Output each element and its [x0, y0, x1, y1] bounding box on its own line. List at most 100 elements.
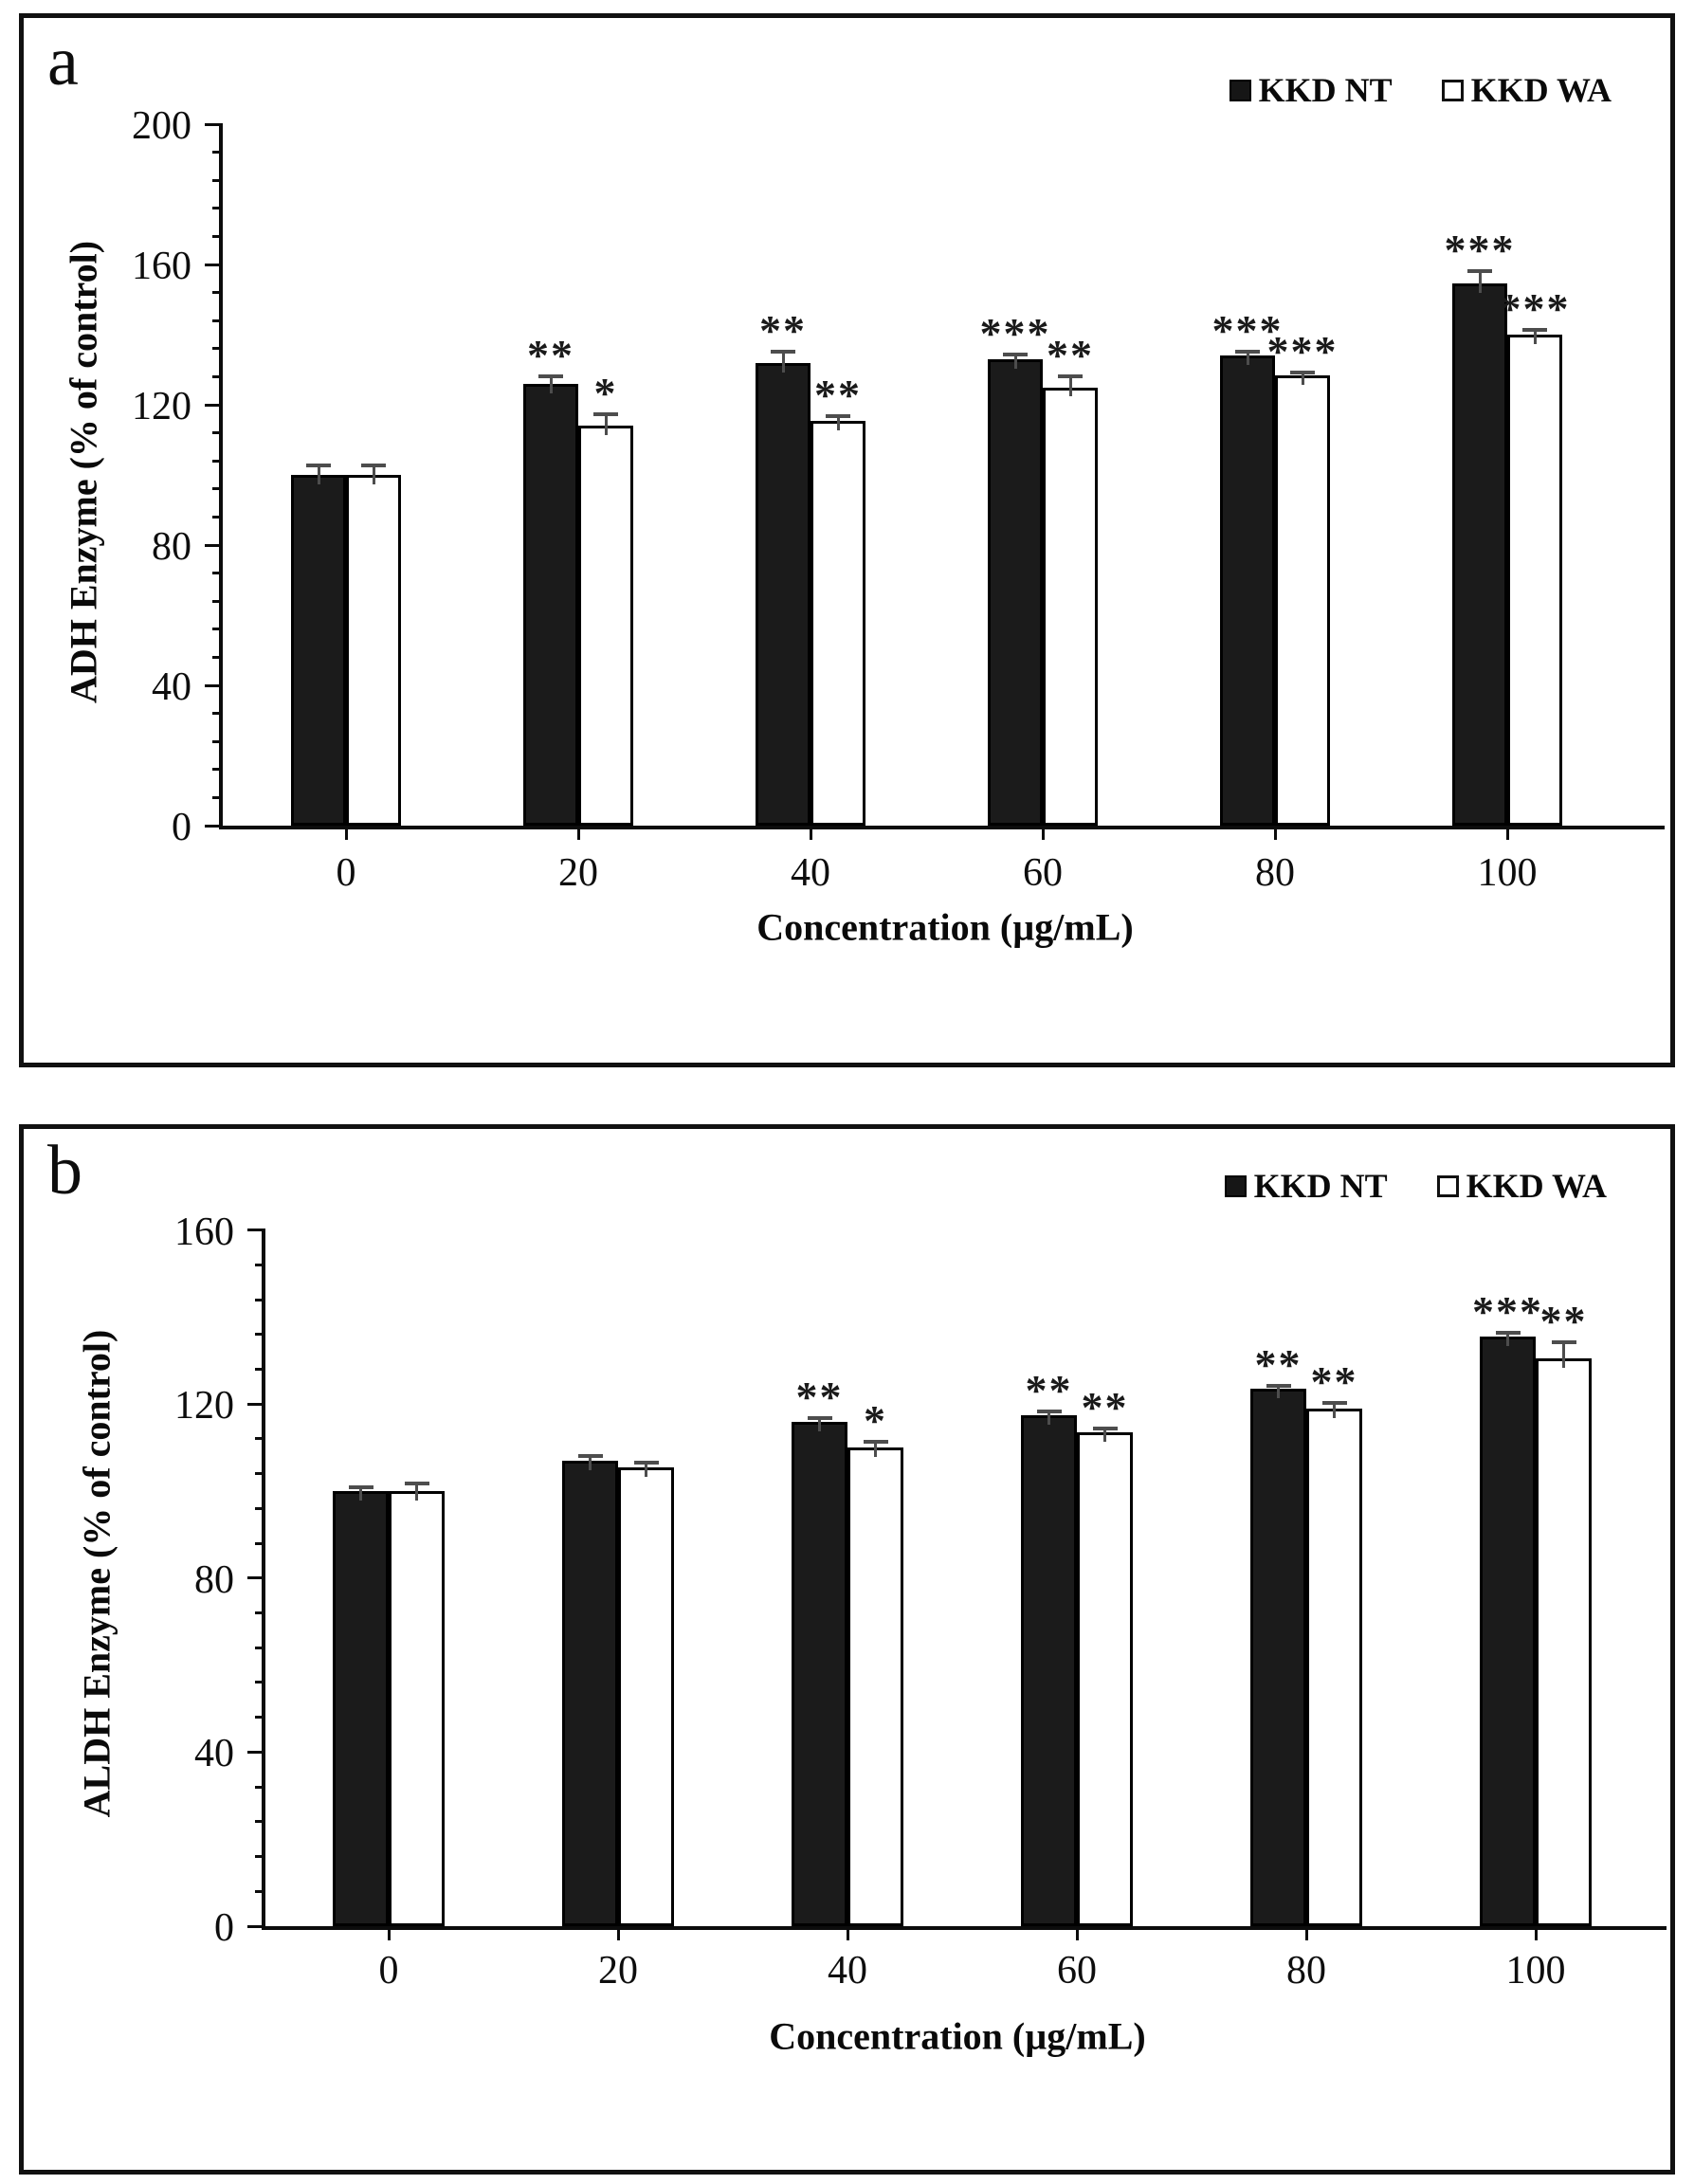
- y-minor-tick: [212, 291, 223, 295]
- bar-kkd-wa: [618, 1466, 674, 1926]
- y-minor-tick: [255, 1681, 265, 1684]
- panel-a-x-axis-title: Concentration (µg/mL): [756, 905, 1134, 949]
- error-bar-cap: [1495, 1331, 1521, 1336]
- x-tick-label: 0: [336, 851, 356, 895]
- x-tick-label: 80: [1286, 1949, 1326, 1993]
- bar-kkd-nt: [523, 383, 578, 826]
- x-tick: [387, 1926, 391, 1940]
- error-bar-cap: [826, 414, 850, 419]
- x-tick-label: 40: [791, 851, 830, 895]
- significance-stars: **: [1081, 1382, 1129, 1431]
- error-bar-whisker: [317, 464, 320, 484]
- bar-kkd-wa: [389, 1491, 445, 1926]
- x-tick-label: 100: [1505, 1949, 1566, 1993]
- x-tick: [1041, 826, 1045, 840]
- error-bar-cap: [1321, 1400, 1347, 1405]
- y-minor-tick: [255, 1716, 265, 1720]
- y-minor-tick: [255, 1298, 265, 1301]
- significance-stars: *: [593, 369, 618, 418]
- y-minor-tick: [212, 318, 223, 322]
- y-minor-tick: [212, 487, 223, 491]
- y-tick-label: 120: [132, 385, 191, 428]
- significance-stars: **: [795, 1372, 844, 1421]
- y-major-tick: [205, 824, 223, 828]
- error-bar-cap: [1235, 349, 1260, 354]
- bar-kkd-nt: [792, 1421, 847, 1926]
- x-tick: [1534, 1926, 1538, 1940]
- bar-kkd-nt: [988, 358, 1043, 826]
- bar-kkd-nt: [291, 475, 346, 826]
- legend-label: KKD WA: [1470, 71, 1612, 109]
- error-bar-whisker: [781, 350, 785, 373]
- legend-item-kkd-nt: KKD NT: [1224, 1166, 1388, 1206]
- error-bar-cap: [1003, 353, 1028, 357]
- panel-b-y-axis-title: ALDH Enzyme (% of control): [75, 1329, 118, 1818]
- x-tick-label: 100: [1477, 851, 1538, 895]
- significance-stars: **: [759, 305, 807, 355]
- y-tick-label: 160: [132, 245, 191, 288]
- significance-stars: *: [864, 1396, 887, 1446]
- y-minor-tick: [255, 1333, 265, 1337]
- panel-b-label: b: [47, 1132, 82, 1210]
- error-bar-cap: [863, 1440, 888, 1445]
- y-minor-tick: [255, 1263, 265, 1266]
- error-bar-cap: [306, 463, 331, 467]
- error-bar-cap: [1551, 1339, 1576, 1344]
- y-major-tick: [205, 122, 223, 126]
- x-tick-label: 20: [598, 1949, 638, 1993]
- error-bar-cap: [577, 1454, 603, 1459]
- x-tick-label: 60: [1057, 1949, 1097, 1993]
- y-minor-tick: [212, 459, 223, 463]
- bar-kkd-wa: [1077, 1432, 1133, 1926]
- x-tick: [1273, 826, 1277, 840]
- significance-stars: **: [1047, 330, 1094, 379]
- error-bar-whisker: [1246, 350, 1249, 366]
- error-bar-whisker: [359, 1486, 362, 1501]
- significance-stars: ***: [1499, 284, 1571, 334]
- significance-stars: ***: [979, 309, 1051, 358]
- y-minor-tick: [212, 234, 223, 238]
- x-tick-label: 60: [1023, 851, 1063, 895]
- x-axis-line: [219, 826, 1665, 829]
- y-major-tick: [205, 683, 223, 687]
- y-minor-tick: [255, 1855, 265, 1859]
- bar-kkd-nt: [1021, 1414, 1077, 1926]
- significance-stars: ***: [1211, 305, 1284, 355]
- y-minor-tick: [255, 1889, 265, 1893]
- error-bar-whisker: [836, 415, 840, 430]
- legend-item-kkd-wa: KKD WA: [1436, 1166, 1607, 1206]
- bar-kkd-nt: [1480, 1337, 1536, 1926]
- y-tick-label: 200: [132, 104, 191, 148]
- panel-b-x-axis-title: Concentration (µg/mL): [769, 2014, 1146, 2058]
- x-tick: [846, 1926, 849, 1940]
- bar-kkd-nt: [562, 1460, 618, 1926]
- y-minor-tick: [212, 572, 223, 575]
- bar-kkd-wa: [346, 475, 401, 826]
- y-minor-tick: [212, 768, 223, 772]
- error-bar-cap: [404, 1481, 429, 1485]
- y-major-tick: [247, 1402, 265, 1406]
- y-axis-line: [262, 1229, 265, 1930]
- y-minor-tick: [212, 374, 223, 378]
- error-bar-whisker: [589, 1455, 592, 1470]
- y-tick-label: 120: [174, 1384, 234, 1429]
- y-tick-label: 80: [152, 525, 191, 569]
- significance-stars: ***: [1266, 326, 1339, 375]
- kkd-nt-swatch-icon: [1224, 1174, 1247, 1197]
- error-bar-whisker: [604, 413, 608, 436]
- y-minor-tick: [255, 1611, 265, 1615]
- error-bar-cap: [771, 349, 795, 354]
- significance-stars: **: [1539, 1296, 1588, 1345]
- bar-kkd-nt: [1220, 355, 1275, 826]
- y-minor-tick: [212, 628, 223, 631]
- error-bar-whisker: [1068, 374, 1072, 397]
- legend-label: KKD WA: [1466, 1167, 1607, 1205]
- x-tick: [809, 826, 812, 840]
- error-bar-whisker: [1277, 1384, 1280, 1399]
- x-tick: [1304, 1926, 1308, 1940]
- y-minor-tick: [212, 515, 223, 519]
- significance-stars: ***: [1444, 225, 1516, 274]
- x-tick-label: 80: [1255, 851, 1295, 895]
- significance-stars: **: [1254, 1339, 1302, 1389]
